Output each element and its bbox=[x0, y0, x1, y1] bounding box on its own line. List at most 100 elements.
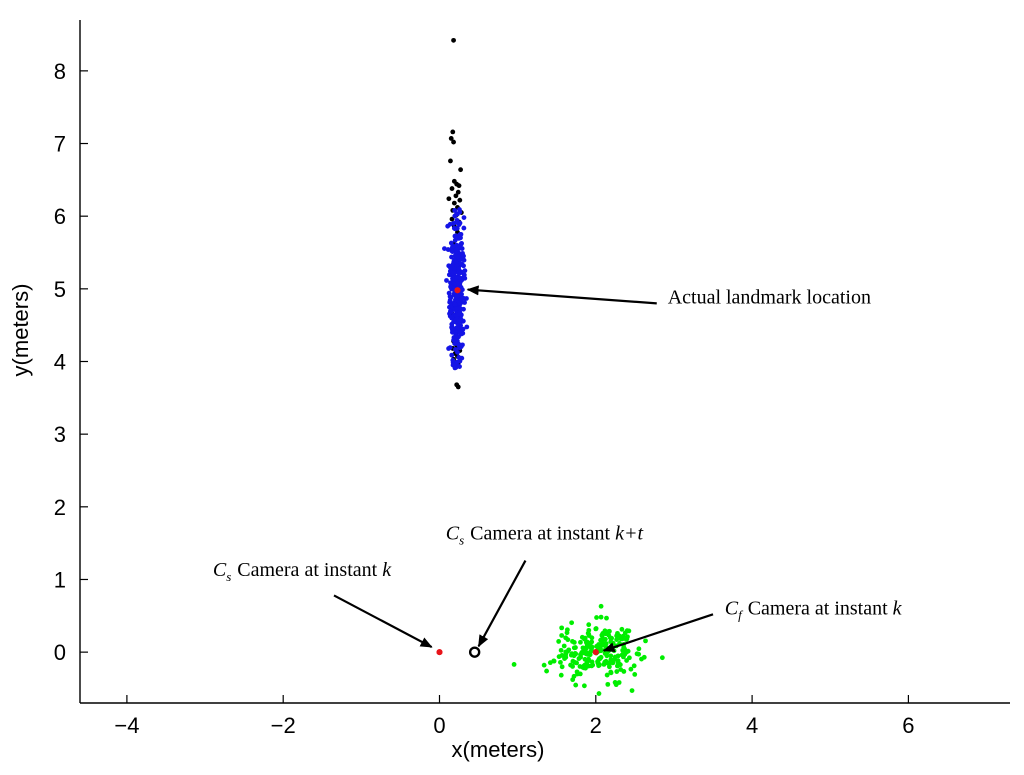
scatter-point bbox=[454, 247, 459, 252]
scatter-point bbox=[643, 638, 648, 644]
annotations: Cs Camera at instant k Cs Camera at instant… bbox=[213, 285, 903, 652]
scatter-point bbox=[448, 308, 453, 314]
y-ticks: 0 1 2 3 4 5 6 7 8 bbox=[54, 59, 88, 665]
scatter-point bbox=[584, 651, 590, 657]
scatter-point bbox=[451, 139, 456, 145]
y-tick-label: 2 bbox=[54, 495, 66, 520]
scatter-point bbox=[458, 317, 463, 323]
scatter-point bbox=[448, 158, 453, 164]
scatter-point bbox=[606, 632, 612, 638]
scatter-point bbox=[461, 225, 467, 231]
scatter-point bbox=[581, 663, 587, 669]
scatter-point bbox=[608, 653, 614, 659]
scatter-point bbox=[445, 223, 451, 229]
scatter-point bbox=[558, 647, 564, 653]
scatter-point bbox=[541, 662, 547, 668]
scatter-point bbox=[579, 650, 585, 655]
scatter-point bbox=[450, 129, 456, 135]
scatter-point bbox=[604, 672, 610, 678]
scatter-point bbox=[461, 215, 467, 221]
scatter-point bbox=[659, 655, 665, 661]
scatter-point bbox=[628, 666, 634, 672]
camera-marker bbox=[468, 646, 481, 658]
scatter-point bbox=[451, 200, 457, 206]
scatter-point bbox=[558, 659, 563, 665]
scatter-point bbox=[447, 345, 453, 350]
scatter-point bbox=[447, 265, 453, 270]
scatter-point bbox=[457, 309, 463, 315]
scatter-point bbox=[589, 635, 595, 641]
annotation-arrow bbox=[333, 594, 433, 649]
scatter-point bbox=[448, 284, 453, 290]
scatter-point bbox=[461, 306, 466, 312]
scatter-point bbox=[458, 270, 464, 275]
scatter-point bbox=[457, 364, 462, 369]
scatter-point bbox=[444, 278, 449, 283]
scatter-point bbox=[453, 193, 459, 199]
scatter-point bbox=[632, 671, 638, 677]
x-tick-label: −2 bbox=[271, 713, 296, 738]
scatter-point bbox=[454, 359, 460, 365]
annotation-arrow bbox=[602, 613, 714, 652]
scatter-point bbox=[580, 645, 586, 651]
scatter-point bbox=[455, 384, 461, 390]
scatter-point bbox=[609, 658, 615, 664]
scatter-point bbox=[590, 662, 596, 668]
scatter-point bbox=[455, 281, 461, 286]
scatter-point bbox=[458, 231, 464, 237]
scatter-point bbox=[598, 614, 604, 620]
scatter-point bbox=[447, 294, 453, 299]
scatter-point bbox=[593, 626, 599, 631]
scatter-point bbox=[454, 294, 460, 299]
scatter-point bbox=[457, 197, 463, 203]
annotation-arrow bbox=[466, 285, 657, 305]
scatter-point bbox=[586, 622, 592, 628]
scatter-point bbox=[594, 615, 599, 620]
scatter-point bbox=[624, 636, 630, 642]
scatter-point bbox=[571, 639, 577, 645]
scatter-point bbox=[559, 625, 565, 631]
scatter-point bbox=[452, 307, 458, 312]
scatter-point bbox=[636, 646, 642, 652]
scatter-point bbox=[614, 637, 620, 642]
scatter-point bbox=[600, 631, 606, 636]
y-tick-label: 7 bbox=[54, 132, 66, 157]
scatter-point bbox=[450, 357, 456, 363]
scatter-point bbox=[449, 315, 455, 321]
scatter-point bbox=[452, 208, 458, 213]
data-series bbox=[436, 37, 665, 696]
scatter-point bbox=[449, 327, 455, 333]
scatter-point bbox=[604, 653, 610, 659]
scatter-point bbox=[544, 668, 549, 674]
scatter-point bbox=[547, 660, 553, 666]
scatter-point bbox=[455, 349, 460, 355]
scatter-point bbox=[596, 691, 602, 696]
scatter-point bbox=[450, 270, 456, 276]
scatter-point bbox=[612, 680, 618, 685]
scatter-point bbox=[574, 669, 580, 675]
scatter-point bbox=[572, 659, 578, 665]
scatter-point bbox=[454, 324, 460, 330]
scatter-point bbox=[454, 287, 461, 294]
scatter-point bbox=[450, 243, 456, 249]
annotation-label: Actual landmark location bbox=[668, 286, 871, 308]
scatter-point bbox=[592, 649, 599, 656]
scatter-point bbox=[453, 259, 459, 265]
scatter-point bbox=[464, 324, 470, 330]
scatter-point bbox=[456, 300, 462, 306]
scatter-point bbox=[616, 680, 622, 685]
y-tick-label: 3 bbox=[54, 422, 66, 447]
scatter-point bbox=[629, 688, 635, 694]
scatter-point bbox=[455, 189, 461, 195]
scatter-point bbox=[604, 615, 609, 621]
scatter-point bbox=[461, 263, 466, 269]
annotation-label: Cs Camera at instant k+t bbox=[446, 523, 644, 548]
scatter-point bbox=[455, 254, 461, 260]
scatter-point bbox=[597, 642, 603, 647]
scatter-point bbox=[456, 341, 462, 347]
x-tick-label: 2 bbox=[590, 713, 602, 738]
scatter-point bbox=[454, 275, 459, 280]
scatter-point bbox=[453, 233, 459, 239]
scatter-point bbox=[454, 335, 460, 341]
x-axis-title: x(meters) bbox=[452, 737, 545, 762]
